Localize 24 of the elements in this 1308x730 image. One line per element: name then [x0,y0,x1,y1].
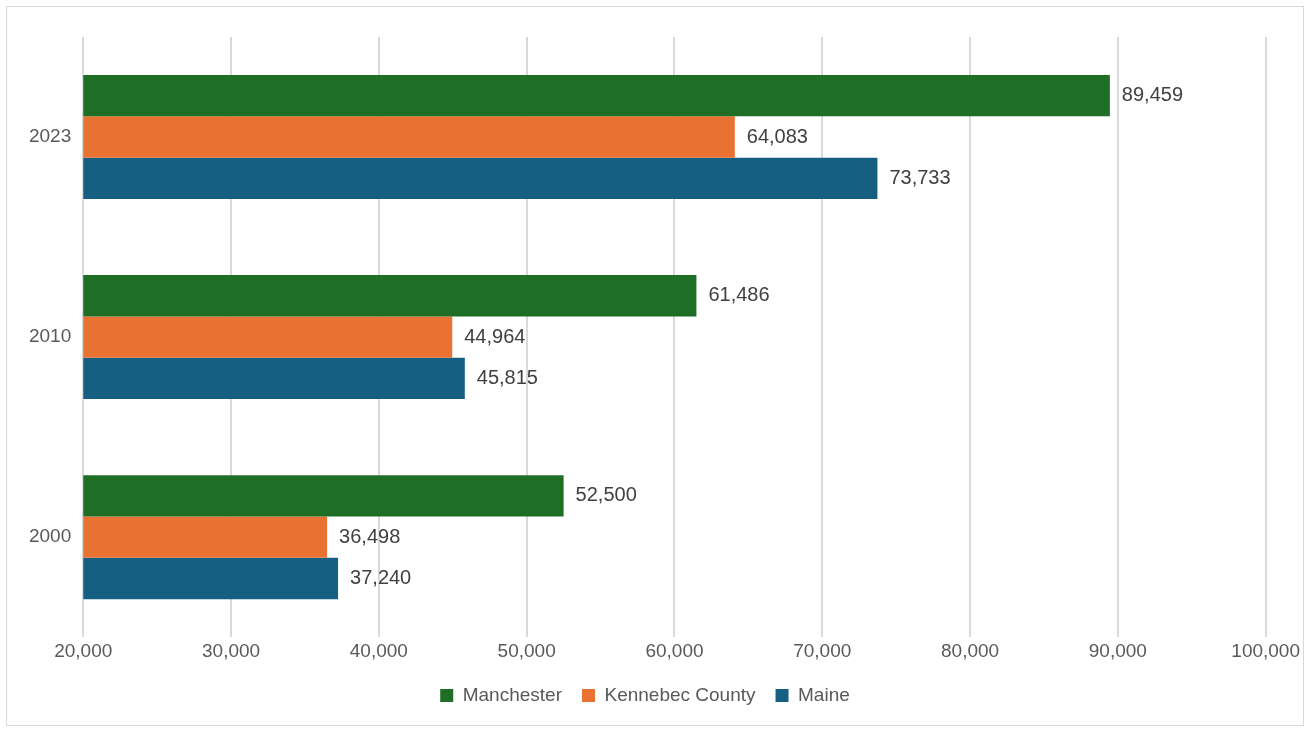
x-tick-label: 50,000 [497,639,556,661]
data-label: 64,083 [746,124,808,147]
x-tick-label: 90,000 [1088,639,1147,661]
legend-label: Maine [798,683,850,705]
data-label: 52,500 [575,483,637,506]
x-tick-label: 80,000 [941,639,1000,661]
x-tick-label: 20,000 [54,639,113,661]
y-tick-label: 2000 [28,525,72,547]
data-label: 45,815 [476,365,538,388]
legend-label: Manchester [462,683,563,705]
data-label: 44,964 [464,324,526,347]
x-tick-label: 70,000 [793,639,852,661]
x-tick-label: 100,000 [1231,639,1300,661]
data-label: 37,240 [350,566,412,589]
data-label: 89,459 [1121,83,1184,106]
x-tick-label: 60,000 [645,639,704,661]
legend-label: Kennebec County [604,683,757,705]
data-label: 36,498 [339,524,401,547]
data-label: 61,486 [708,283,770,306]
x-tick-label: 30,000 [202,639,261,661]
y-tick-label: 2010 [28,325,72,347]
data-label: 73,733 [889,165,951,188]
y-tick-label: 2023 [28,125,72,147]
x-tick-label: 40,000 [349,639,408,661]
